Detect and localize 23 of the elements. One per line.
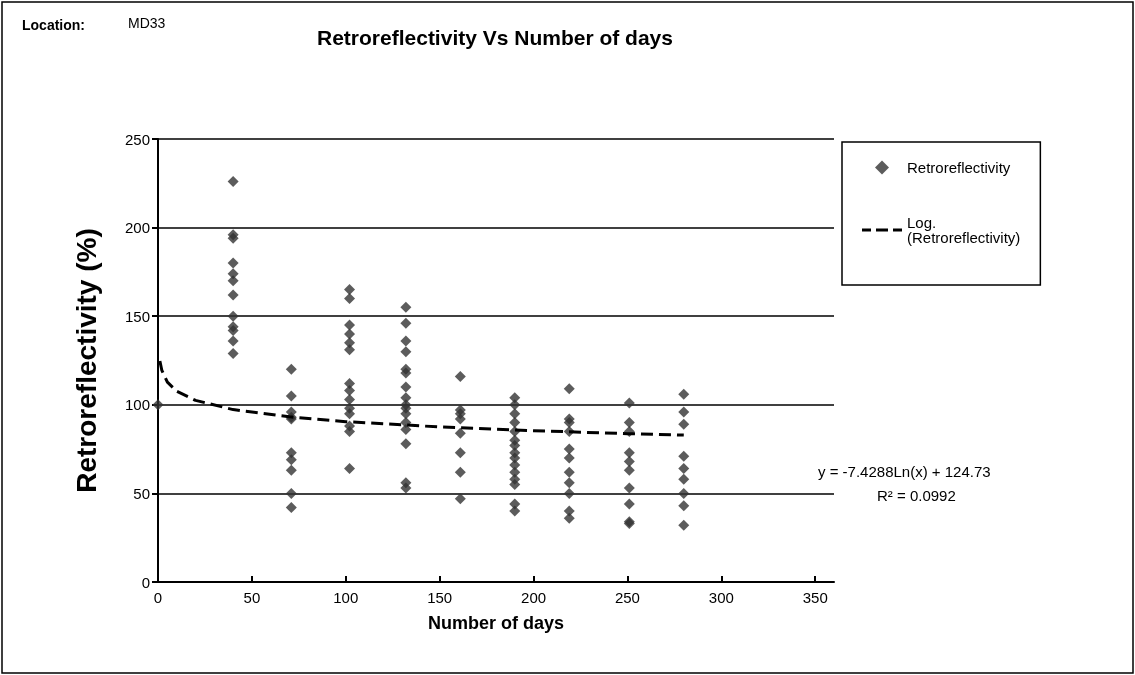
x-tick-label: 300 bbox=[708, 589, 734, 606]
x-tick-label: 0 bbox=[153, 589, 163, 606]
x-tick-label: 50 bbox=[243, 589, 261, 606]
annotation: y = -7.4288Ln(x) + 124.73 bbox=[818, 463, 991, 480]
y-tick-label: 200 bbox=[124, 219, 150, 237]
chart-title: Retroreflectivity Vs Number of days bbox=[317, 26, 673, 49]
text: MD33 bbox=[128, 15, 166, 31]
y-axis-title: Retroreflectivity (%) bbox=[70, 228, 102, 493]
legend-label: Retroreflectivity bbox=[907, 159, 1011, 176]
x-tick-label: 150 bbox=[427, 589, 453, 606]
y-tick-label: 250 bbox=[124, 130, 150, 148]
text: R² = 0.0992 bbox=[877, 487, 956, 504]
x-tick-label: 100 bbox=[333, 589, 359, 606]
y-tick-label: 150 bbox=[124, 307, 150, 325]
y-tick-label: 0 bbox=[141, 573, 150, 591]
x-tick-label: 350 bbox=[802, 589, 828, 606]
x-tick-label: 200 bbox=[521, 589, 547, 606]
text: Location: bbox=[22, 17, 85, 33]
x-tick-label: 250 bbox=[614, 589, 640, 606]
x-axis-title: Number of days bbox=[427, 613, 565, 633]
y-tick-label: 50 bbox=[133, 484, 150, 502]
y-tick-label: 100 bbox=[124, 396, 150, 414]
legend-label: Log. (Retroreflectivity) bbox=[907, 214, 1021, 246]
